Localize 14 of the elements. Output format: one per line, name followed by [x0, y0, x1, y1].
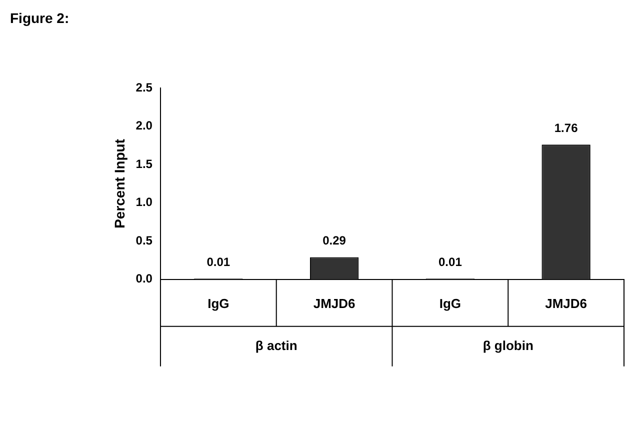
- y-tick-label: 2.0: [136, 118, 153, 133]
- y-tick-label: 0.0: [136, 272, 153, 286]
- y-tick-label: 1.0: [136, 195, 153, 210]
- data-label: 0.01: [206, 254, 230, 269]
- data-label: 1.76: [554, 120, 578, 135]
- text: β globin: [482, 338, 534, 353]
- y-tick-label: 1.5: [136, 156, 153, 171]
- y-tick-label: 0.5: [136, 233, 153, 248]
- y-tick-label: 2.5: [136, 80, 153, 94]
- y-axis-title: Percent Input: [111, 138, 128, 228]
- data-label: 0.01: [438, 254, 462, 269]
- data-label: 0.29: [322, 234, 346, 248]
- text: β actin: [255, 338, 298, 353]
- text: Figure 2:: [10, 10, 70, 26]
